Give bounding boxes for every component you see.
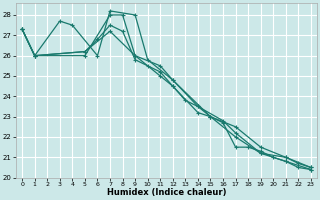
X-axis label: Humidex (Indice chaleur): Humidex (Indice chaleur): [107, 188, 226, 197]
